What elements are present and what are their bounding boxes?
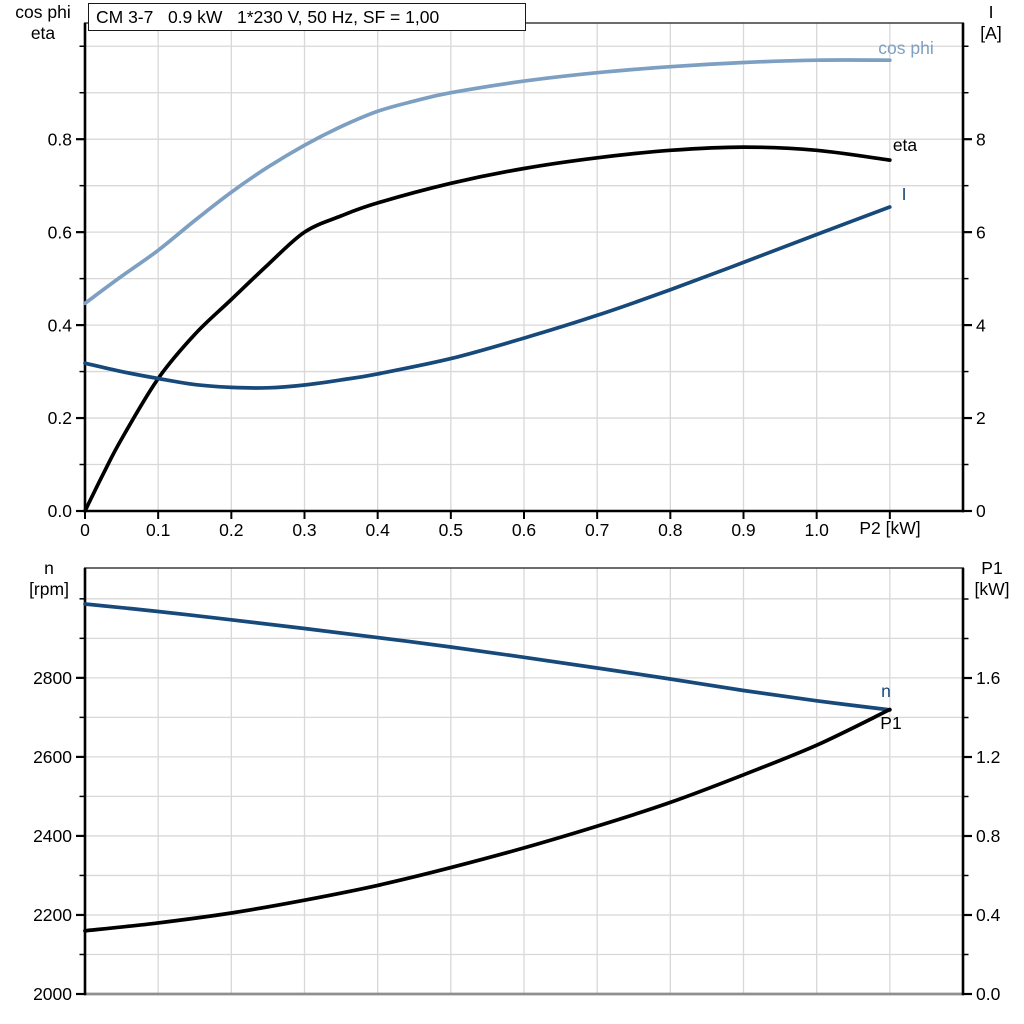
x-tick-label: 0.6 bbox=[512, 520, 536, 540]
right-tick-label: 1.6 bbox=[976, 668, 1000, 688]
right-tick-label: 0.0 bbox=[976, 984, 1001, 1004]
axis-unit-kw: [kW] bbox=[974, 579, 1010, 599]
x-tick-label: 0 bbox=[80, 520, 90, 540]
left-tick-label: 2600 bbox=[33, 747, 72, 767]
axis-label-cos-phi: cos phi bbox=[15, 2, 71, 22]
left-tick-label: 2200 bbox=[33, 905, 72, 925]
left-tick-label: 0.6 bbox=[48, 222, 72, 242]
series-label-n: n bbox=[881, 681, 891, 701]
x-tick-label: 0.4 bbox=[366, 520, 391, 540]
axis-unit-rpm: [rpm] bbox=[29, 579, 69, 599]
right-tick-label: 1.2 bbox=[976, 747, 1000, 767]
right-tick-label: 8 bbox=[976, 129, 986, 149]
left-tick-label: 0.2 bbox=[48, 408, 72, 428]
left-tick-label: 2800 bbox=[33, 668, 72, 688]
right-tick-label: 0.4 bbox=[976, 905, 1001, 925]
ticks bbox=[76, 598, 972, 996]
curve-p1 bbox=[83, 707, 892, 933]
axis-label-current: I bbox=[988, 2, 994, 22]
chart-1: 2000 2200 2400 2600 2800 0.0 0.4 0.8 1.2 1.6 n P1 bbox=[33, 567, 1001, 1004]
gridlines bbox=[85, 568, 963, 994]
series-label-p1: P1 bbox=[880, 713, 901, 733]
x-tick-label: 1.0 bbox=[805, 520, 830, 540]
ticks bbox=[76, 45, 972, 519]
axis-label-eta: eta bbox=[30, 23, 56, 43]
x-tick-label: 0.7 bbox=[585, 520, 609, 540]
right-tick-label: 6 bbox=[976, 222, 986, 242]
series-label-eta: eta bbox=[893, 135, 918, 155]
x-tick-label: 0.2 bbox=[219, 520, 243, 540]
top-right-axis-title: I [A] bbox=[959, 2, 1023, 44]
left-tick-label: 0.8 bbox=[48, 129, 72, 149]
right-tick-label: 0.8 bbox=[976, 826, 1000, 846]
left-tick-label: 0.4 bbox=[48, 315, 73, 335]
curve-i bbox=[83, 205, 892, 390]
curve-eta bbox=[83, 145, 892, 513]
chart-title-box: CM 3-7 0.9 kW 1*230 V, 50 Hz, SF = 1,00 bbox=[88, 3, 526, 31]
bottom-left-axis-title: n [rpm] bbox=[10, 558, 88, 600]
left-tick-label: 0.0 bbox=[48, 501, 73, 521]
left-tick-label: 2000 bbox=[33, 984, 72, 1004]
right-tick-label: 2 bbox=[976, 408, 986, 428]
x-tick-label: 0.1 bbox=[146, 520, 170, 540]
axis-unit-amps: [A] bbox=[980, 23, 1002, 43]
curve-n bbox=[83, 602, 892, 712]
top-left-axis-title: cos phi eta bbox=[5, 2, 81, 44]
left-tick-label: 2400 bbox=[33, 826, 72, 846]
x-tick-label: 0.3 bbox=[292, 520, 316, 540]
x-axis-title: P2 [kW] bbox=[859, 518, 921, 538]
right-tick-label: 4 bbox=[976, 315, 986, 335]
axis-label-p1: P1 bbox=[981, 558, 1003, 578]
curve-cos-phi bbox=[83, 58, 892, 306]
gridlines bbox=[85, 23, 963, 511]
chart-0: 0.0 0.2 0.4 0.6 0.8 0 2 4 6 8 0 0.1 0.2 0.3 0.4 0.5 0.6 0… bbox=[48, 22, 986, 540]
axis-label-speed: n bbox=[44, 558, 54, 578]
x-tick-label: 0.9 bbox=[731, 520, 755, 540]
bottom-right-axis-title: P1 [kW] bbox=[959, 558, 1024, 600]
right-tick-label: 0 bbox=[976, 501, 986, 521]
series-label-cos-phi: cos phi bbox=[878, 38, 933, 58]
x-tick-label: 0.8 bbox=[658, 520, 682, 540]
series-label-i: I bbox=[902, 184, 907, 204]
x-tick-label: 0.5 bbox=[439, 520, 463, 540]
